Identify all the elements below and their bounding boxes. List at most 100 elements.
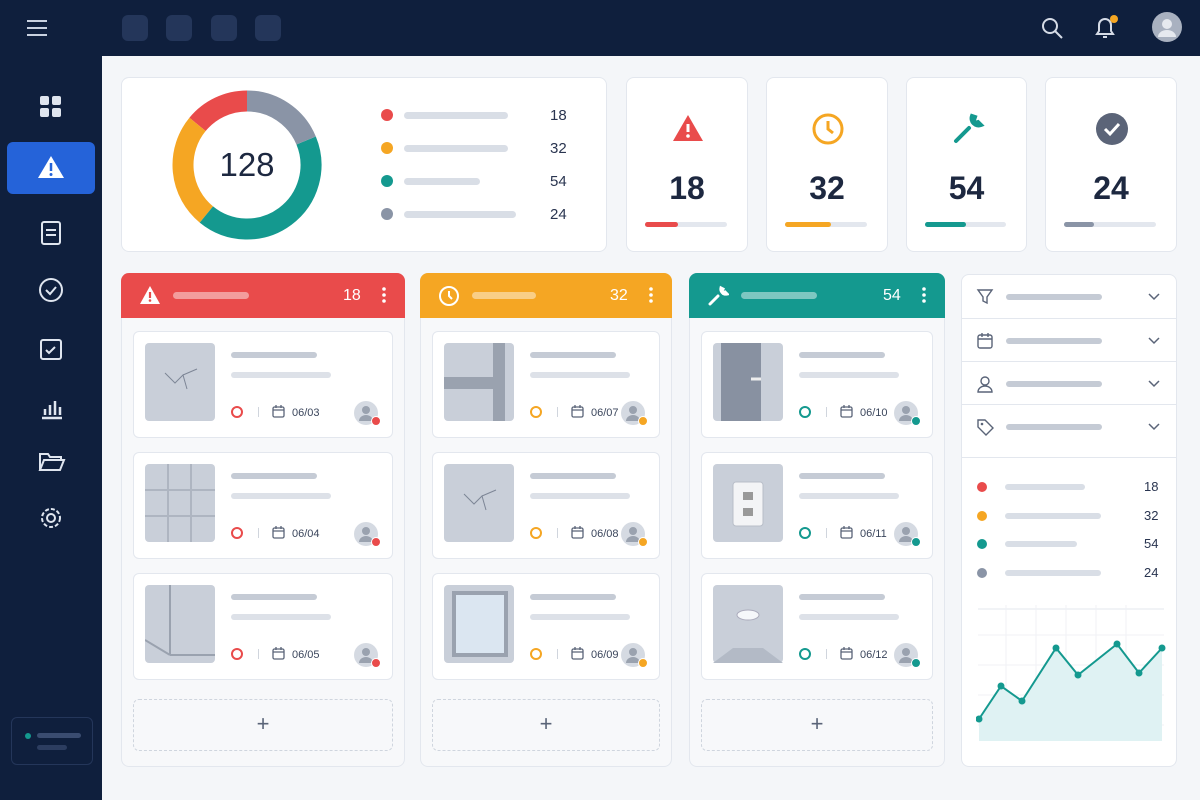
task-subtitle-placeholder xyxy=(231,614,331,620)
task-subtitle-placeholder xyxy=(530,614,630,620)
task-card[interactable]: 06/05 xyxy=(133,573,393,680)
legend-value: 32 xyxy=(550,140,567,157)
filter-dropdown[interactable] xyxy=(962,361,1176,404)
status-ring xyxy=(231,648,243,660)
task-thumbnail xyxy=(713,464,783,542)
assignee-status xyxy=(371,658,381,668)
status-ring xyxy=(530,527,542,539)
legend-label-placeholder xyxy=(1005,541,1077,547)
filter-dropdown[interactable] xyxy=(962,404,1176,447)
toolbar-button[interactable] xyxy=(255,15,281,41)
task-card[interactable]: 06/12 xyxy=(701,573,933,680)
column-icon xyxy=(707,285,730,307)
column-header: 18 xyxy=(121,273,405,318)
nav-dashboard[interactable] xyxy=(36,92,66,122)
column-icon xyxy=(139,285,161,307)
column-title-placeholder xyxy=(472,292,536,299)
task-subtitle-placeholder xyxy=(799,493,899,499)
task-card[interactable]: 06/11 xyxy=(701,452,933,559)
nav-settings[interactable] xyxy=(36,503,66,533)
task-date: 06/12 xyxy=(860,649,888,661)
task-card[interactable]: 06/03 xyxy=(133,331,393,438)
menu-button[interactable] xyxy=(26,18,48,38)
status-ring xyxy=(530,406,542,418)
column-title-placeholder xyxy=(173,292,249,299)
add-task-button[interactable]: + xyxy=(432,699,660,751)
task-subtitle-placeholder xyxy=(231,372,331,378)
task-card[interactable]: 06/04 xyxy=(133,452,393,559)
nav-calendar[interactable] xyxy=(36,334,66,364)
task-card[interactable]: 06/07 xyxy=(432,331,660,438)
divider xyxy=(557,407,558,417)
stat-value: 18 xyxy=(669,170,705,206)
nav-issues-active[interactable] xyxy=(7,142,95,194)
column-menu[interactable] xyxy=(381,285,387,305)
legend-dot xyxy=(977,567,987,578)
legend-dot xyxy=(381,175,393,187)
task-subtitle-placeholder xyxy=(799,372,899,378)
kanban-column: 32 06/07 06/08 06/09 + xyxy=(420,273,672,767)
task-subtitle-placeholder xyxy=(231,493,331,499)
task-date: 06/09 xyxy=(591,649,619,661)
column-header: 54 xyxy=(689,273,945,318)
column-count: 32 xyxy=(610,287,628,304)
divider xyxy=(826,407,827,417)
task-title-placeholder xyxy=(799,594,885,600)
task-thumbnail xyxy=(444,464,514,542)
add-task-button[interactable]: + xyxy=(133,699,393,751)
toolbar-button[interactable] xyxy=(122,15,148,41)
add-task-button[interactable]: + xyxy=(701,699,933,751)
status-ring xyxy=(530,648,542,660)
assignee-status xyxy=(911,537,921,547)
legend-label-placeholder xyxy=(1005,512,1101,519)
task-title-placeholder xyxy=(530,352,616,358)
progress-fill xyxy=(785,222,831,227)
task-date: 06/08 xyxy=(591,528,619,540)
status-widget[interactable] xyxy=(11,717,93,765)
task-card[interactable]: 06/08 xyxy=(432,452,660,559)
total-count: 128 xyxy=(219,146,274,183)
column-menu[interactable] xyxy=(648,285,654,305)
status-ring xyxy=(231,406,243,418)
legend-label-placeholder xyxy=(1005,484,1085,490)
user-avatar[interactable] xyxy=(1152,12,1182,42)
search-button[interactable] xyxy=(1040,16,1064,40)
task-date: 06/03 xyxy=(292,407,320,419)
divider xyxy=(258,649,259,659)
divider xyxy=(557,649,558,659)
calendar-icon xyxy=(272,405,285,418)
calendar-icon xyxy=(571,405,584,418)
task-card[interactable]: 06/10 xyxy=(701,331,933,438)
calendar-icon xyxy=(272,647,285,660)
toolbar-button[interactable] xyxy=(166,15,192,41)
toolbar-button[interactable] xyxy=(211,15,237,41)
legend-label-placeholder xyxy=(404,211,516,218)
column-menu[interactable] xyxy=(921,285,927,305)
calendar-icon xyxy=(840,526,853,539)
legend-label-placeholder xyxy=(1005,569,1101,576)
assignee-avatar xyxy=(354,643,378,667)
legend-value: 24 xyxy=(1144,564,1159,580)
nav-reports[interactable] xyxy=(36,392,66,422)
stat-icon xyxy=(1095,112,1129,146)
nav-done[interactable] xyxy=(36,275,66,305)
calendar-icon xyxy=(272,526,285,539)
stat-value: 32 xyxy=(809,170,845,206)
nav-files[interactable] xyxy=(36,446,66,476)
progress-track xyxy=(645,222,727,227)
divider xyxy=(826,649,827,659)
status-ring xyxy=(231,527,243,539)
legend-value: 32 xyxy=(1144,507,1159,523)
column-count: 54 xyxy=(883,287,901,304)
nav-tasks[interactable] xyxy=(36,217,66,247)
filter-dropdown[interactable] xyxy=(962,275,1176,318)
notifications-button[interactable] xyxy=(1092,12,1122,42)
task-title-placeholder xyxy=(530,473,616,479)
task-date: 06/05 xyxy=(292,649,320,661)
filter-dropdown[interactable] xyxy=(962,318,1176,361)
stat-icon xyxy=(671,112,705,146)
task-card[interactable]: 06/09 xyxy=(432,573,660,680)
sidebar xyxy=(0,56,102,800)
legend-value: 54 xyxy=(550,173,567,190)
